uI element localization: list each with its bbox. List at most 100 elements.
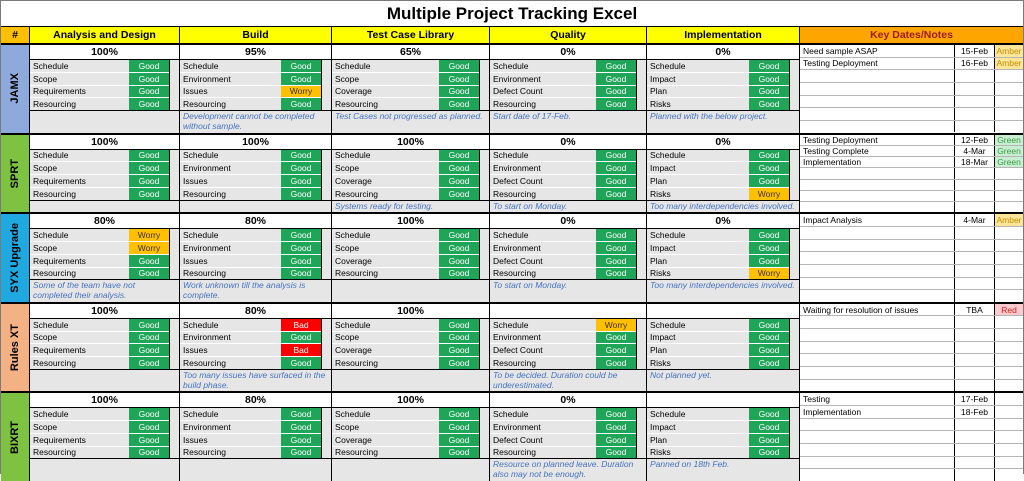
milestone-date[interactable]	[954, 431, 994, 443]
status-chip[interactable]: Bad	[281, 344, 321, 357]
status-label[interactable]: Schedule	[183, 150, 219, 161]
milestone-date[interactable]	[954, 179, 994, 190]
status-chip[interactable]: Good	[281, 98, 321, 110]
status-label[interactable]: Scope	[335, 332, 360, 343]
status-chip[interactable]: Good	[439, 229, 479, 242]
status-label[interactable]: Plan	[650, 434, 668, 445]
status-chip[interactable]: Worry	[596, 318, 636, 331]
milestone-status[interactable]	[994, 108, 1023, 120]
milestone-date[interactable]: 18-Mar	[954, 157, 994, 168]
phase-note[interactable]: Resource on planned leave. Duration also…	[490, 458, 646, 481]
status-chip[interactable]: Good	[749, 85, 789, 98]
status-chip[interactable]: Good	[129, 175, 169, 187]
milestone-status[interactable]	[994, 70, 1023, 82]
status-chip[interactable]: Good	[129, 433, 169, 446]
milestone-status[interactable]	[994, 393, 1023, 405]
milestone-label[interactable]	[800, 469, 954, 481]
status-chip[interactable]: Good	[439, 254, 479, 267]
milestone-date[interactable]	[954, 456, 994, 469]
status-chip[interactable]: Worry	[749, 267, 789, 280]
status-chip[interactable]: Good	[129, 331, 169, 344]
status-chip[interactable]: Good	[281, 433, 321, 446]
milestone-date[interactable]	[954, 469, 994, 481]
milestone-row[interactable]	[800, 252, 1023, 265]
status-chip[interactable]: Worry	[749, 187, 789, 200]
milestone-date[interactable]	[954, 190, 994, 202]
milestone-status[interactable]: Amber	[994, 214, 1023, 226]
status-label[interactable]: Resourcing	[33, 357, 76, 368]
status-label[interactable]: Resourcing	[33, 188, 76, 199]
status-chip[interactable]: Good	[749, 331, 789, 344]
status-label[interactable]: Defect Count	[493, 345, 543, 356]
milestone-status[interactable]	[994, 277, 1023, 290]
status-chip[interactable]: Good	[596, 242, 636, 254]
milestone-status[interactable]	[994, 264, 1023, 277]
status-label[interactable]: Schedule	[183, 319, 219, 330]
milestone-label[interactable]: Testing Deployment	[803, 134, 878, 145]
status-label[interactable]: Impact	[650, 73, 676, 84]
milestone-label[interactable]: Testing Complete	[803, 145, 869, 156]
milestone-label[interactable]	[800, 180, 954, 190]
status-chip[interactable]: Good	[129, 446, 169, 459]
milestone-status[interactable]	[994, 179, 1023, 190]
milestone-date[interactable]	[954, 418, 994, 431]
status-chip[interactable]: Good	[439, 408, 479, 421]
milestone-status[interactable]: Red	[994, 303, 1023, 316]
status-chip[interactable]: Good	[439, 162, 479, 175]
status-label[interactable]: Environment	[183, 163, 231, 174]
milestone-row[interactable]	[800, 277, 1023, 291]
milestone-label[interactable]	[800, 380, 954, 392]
percent-complete-cell[interactable]: 0%	[647, 45, 799, 60]
milestone-row[interactable]: Waiting for resolution of issues TBA Red	[800, 303, 1023, 317]
percent-complete-cell[interactable]: 100%	[30, 134, 179, 150]
milestone-status[interactable]	[994, 290, 1023, 302]
percent-complete-cell[interactable]: 0%	[490, 45, 646, 60]
status-label[interactable]: Coverage	[335, 345, 372, 356]
milestone-row[interactable]: Implementation 18-Mar Green	[800, 157, 1023, 169]
milestone-date[interactable]: 16-Feb	[954, 57, 994, 70]
status-label[interactable]: Scope	[335, 421, 360, 432]
milestone-status[interactable]	[994, 82, 1023, 95]
status-label[interactable]: Scope	[33, 73, 58, 84]
percent-complete-cell[interactable]: 80%	[180, 214, 331, 230]
status-chip[interactable]: Good	[129, 421, 169, 433]
phase-note[interactable]	[30, 199, 179, 213]
milestone-label[interactable]	[800, 191, 954, 201]
status-label[interactable]: Resourcing	[183, 188, 226, 199]
milestone-date[interactable]: 12-Feb	[954, 134, 994, 145]
status-label[interactable]: Schedule	[33, 409, 69, 420]
status-label[interactable]: Environment	[493, 73, 541, 84]
milestone-status[interactable]	[994, 341, 1023, 354]
status-label[interactable]: Scope	[33, 242, 58, 253]
status-label[interactable]: Coverage	[335, 86, 372, 97]
status-chip[interactable]: Good	[596, 162, 636, 175]
milestone-label[interactable]	[800, 354, 954, 366]
status-chip[interactable]: Good	[749, 175, 789, 187]
status-chip[interactable]: Good	[129, 149, 169, 162]
milestone-date[interactable]	[954, 239, 994, 252]
milestone-date[interactable]	[954, 341, 994, 354]
percent-complete-cell[interactable]: 100%	[30, 303, 179, 319]
status-label[interactable]: Resourcing	[335, 447, 378, 458]
status-label[interactable]: Issues	[183, 345, 208, 356]
milestone-date[interactable]	[954, 290, 994, 302]
status-label[interactable]: Resourcing	[493, 268, 536, 279]
status-label[interactable]: Resourcing	[335, 268, 378, 279]
milestone-date[interactable]: 15-Feb	[954, 45, 994, 57]
milestone-date[interactable]	[954, 252, 994, 264]
milestone-status[interactable]	[994, 456, 1023, 469]
milestone-date[interactable]	[954, 316, 994, 329]
status-chip[interactable]: Good	[596, 85, 636, 98]
status-label[interactable]: Plan	[650, 86, 668, 97]
status-label[interactable]: Requirements	[33, 86, 86, 97]
status-chip[interactable]: Good	[129, 72, 169, 85]
status-chip[interactable]: Good	[281, 331, 321, 344]
milestone-date[interactable]	[954, 108, 994, 120]
status-label[interactable]: Schedule	[493, 150, 529, 161]
phase-note[interactable]: Work unknown till the analysis is comple…	[180, 279, 331, 302]
milestone-date[interactable]: TBA	[954, 303, 994, 316]
status-chip[interactable]: Good	[439, 72, 479, 85]
status-chip[interactable]: Good	[596, 254, 636, 267]
milestone-status[interactable]	[994, 120, 1023, 133]
status-label[interactable]: Environment	[493, 332, 541, 343]
